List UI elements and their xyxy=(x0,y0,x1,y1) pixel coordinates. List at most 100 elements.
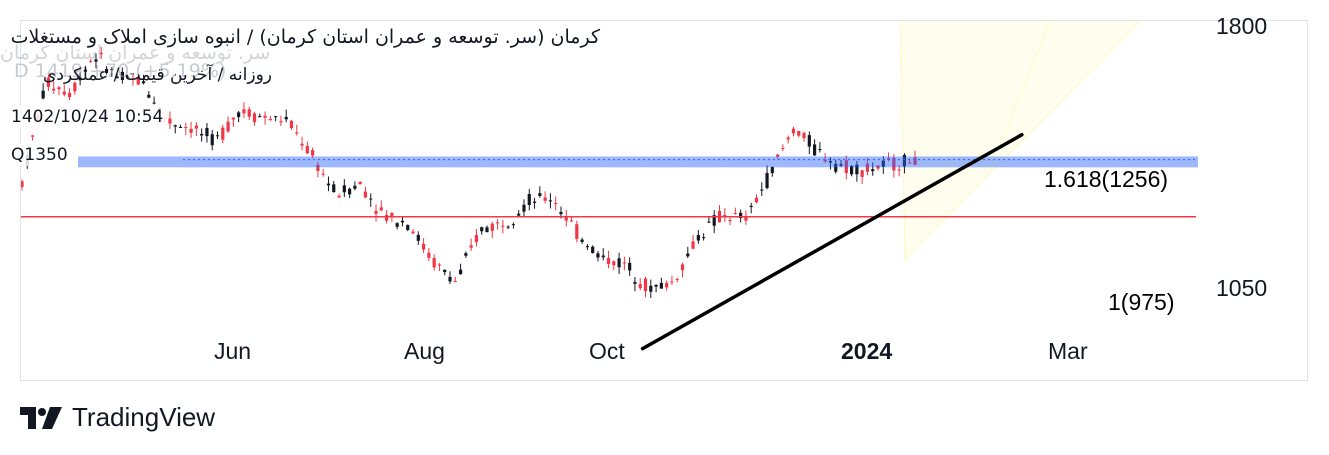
candle[interactable] xyxy=(432,258,436,268)
candle[interactable] xyxy=(200,133,204,136)
candle[interactable] xyxy=(268,118,272,121)
candle[interactable] xyxy=(205,127,209,137)
candle[interactable] xyxy=(712,215,716,226)
candle[interactable] xyxy=(332,184,336,193)
candle[interactable] xyxy=(575,224,579,239)
candle[interactable] xyxy=(453,281,457,283)
candle[interactable] xyxy=(564,216,568,221)
candle[interactable] xyxy=(665,282,669,288)
candle[interactable] xyxy=(369,198,373,200)
candle[interactable] xyxy=(221,127,225,140)
candle[interactable] xyxy=(707,221,711,223)
candle[interactable] xyxy=(416,234,420,241)
candle[interactable] xyxy=(178,126,183,128)
candle[interactable] xyxy=(902,154,907,167)
candle[interactable] xyxy=(400,220,405,223)
candle[interactable] xyxy=(559,211,563,215)
candle[interactable] xyxy=(83,69,88,72)
candle[interactable] xyxy=(886,158,891,160)
candle[interactable] xyxy=(770,166,774,174)
candle[interactable] xyxy=(739,212,743,218)
candle[interactable] xyxy=(99,52,103,55)
candle[interactable] xyxy=(184,127,188,129)
candle[interactable] xyxy=(168,118,172,124)
candle[interactable] xyxy=(348,188,352,195)
candle[interactable] xyxy=(258,116,262,118)
candle[interactable] xyxy=(421,243,426,250)
candle[interactable] xyxy=(147,94,151,98)
candle[interactable] xyxy=(411,231,415,234)
candle[interactable] xyxy=(136,78,140,85)
candle[interactable] xyxy=(802,132,806,139)
candle[interactable] xyxy=(744,215,748,221)
candle[interactable] xyxy=(215,135,220,137)
candle[interactable] xyxy=(300,143,304,146)
candle[interactable] xyxy=(643,278,648,292)
candle[interactable] xyxy=(554,202,558,204)
candle[interactable] xyxy=(797,131,801,136)
candle[interactable] xyxy=(41,90,45,99)
candle[interactable] xyxy=(791,128,796,134)
candle[interactable] xyxy=(316,164,320,171)
candle[interactable] xyxy=(517,213,521,216)
candle[interactable] xyxy=(305,146,309,154)
candle[interactable] xyxy=(443,269,447,273)
candle[interactable] xyxy=(242,109,246,114)
candle[interactable] xyxy=(474,235,479,243)
candle[interactable] xyxy=(871,169,875,172)
candle[interactable] xyxy=(30,135,35,137)
candle[interactable] xyxy=(194,125,198,129)
candle[interactable] xyxy=(670,281,674,283)
candle[interactable] xyxy=(702,237,706,239)
candle[interactable] xyxy=(781,148,785,150)
candle[interactable] xyxy=(406,225,410,231)
candle[interactable] xyxy=(210,134,214,146)
candle[interactable] xyxy=(274,116,278,118)
candle[interactable] xyxy=(384,214,389,221)
candle[interactable] xyxy=(89,60,93,62)
candle[interactable] xyxy=(469,245,473,248)
candle[interactable] xyxy=(686,253,690,257)
highlight-zone[interactable] xyxy=(78,156,1198,168)
candle[interactable] xyxy=(263,115,267,118)
candle[interactable] xyxy=(501,225,505,227)
candle[interactable] xyxy=(464,253,468,256)
candle[interactable] xyxy=(548,200,553,202)
candle[interactable] xyxy=(828,161,833,163)
candle[interactable] xyxy=(591,246,595,254)
candle[interactable] xyxy=(94,59,98,62)
candle[interactable] xyxy=(427,252,431,258)
candle[interactable] xyxy=(569,220,574,222)
candle[interactable] xyxy=(480,227,484,232)
candle[interactable] xyxy=(67,92,72,98)
candle[interactable] xyxy=(363,191,368,198)
candle[interactable] xyxy=(892,157,896,171)
candle[interactable] xyxy=(57,87,61,90)
candle[interactable] xyxy=(152,102,156,104)
candle[interactable] xyxy=(728,220,732,222)
candle[interactable] xyxy=(813,144,817,156)
candle[interactable] xyxy=(189,128,193,133)
candle[interactable] xyxy=(353,185,357,189)
candle[interactable] xyxy=(126,76,130,78)
candle[interactable] xyxy=(538,193,542,196)
candle[interactable] xyxy=(628,262,632,271)
candle[interactable] xyxy=(786,137,790,140)
candle[interactable] xyxy=(395,223,399,227)
candle[interactable] xyxy=(20,181,24,187)
candle[interactable] xyxy=(279,121,283,123)
candle[interactable] xyxy=(448,276,452,282)
candle[interactable] xyxy=(860,170,864,177)
candle[interactable] xyxy=(881,160,885,167)
candle[interactable] xyxy=(612,261,616,266)
candle[interactable] xyxy=(908,162,912,164)
candle[interactable] xyxy=(638,284,642,289)
candle[interactable] xyxy=(52,88,56,91)
candle[interactable] xyxy=(834,163,838,172)
candle[interactable] xyxy=(252,113,257,123)
candle[interactable] xyxy=(649,285,653,292)
candle[interactable] xyxy=(807,135,811,147)
candle[interactable] xyxy=(606,257,611,265)
candle[interactable] xyxy=(226,121,230,132)
